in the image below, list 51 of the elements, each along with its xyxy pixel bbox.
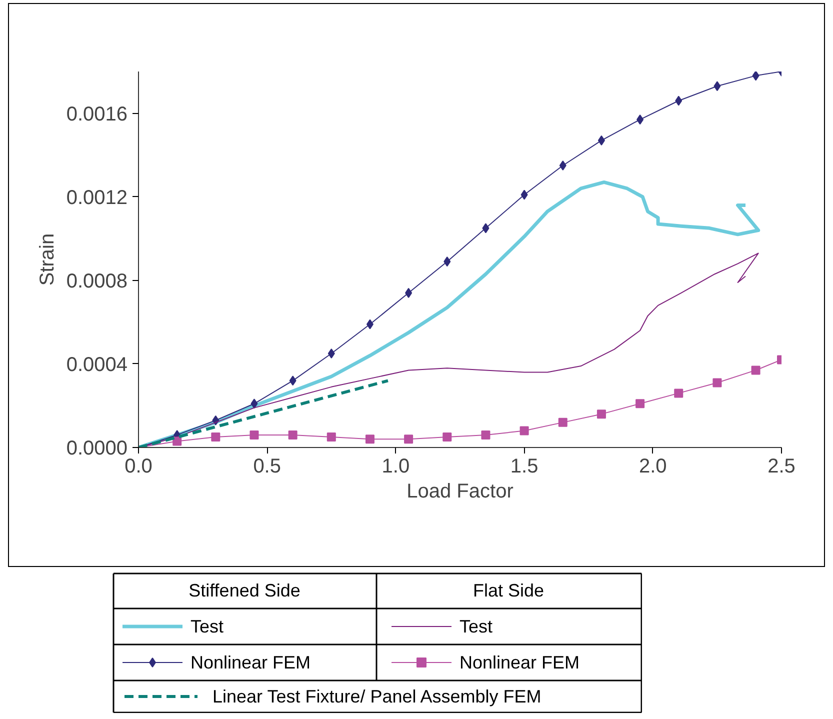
point <box>636 399 645 408</box>
point <box>674 388 684 398</box>
point <box>404 434 414 444</box>
legend-label: Test <box>190 616 224 636</box>
y-axis-title: Strain <box>36 233 58 286</box>
point <box>712 378 722 388</box>
line-series <box>138 180 760 448</box>
y-tick-label: 0.0000 <box>66 438 128 460</box>
point <box>482 223 490 234</box>
legend-label: Linear Test Fixture/ Panel Assembly FEM <box>212 686 542 706</box>
point <box>365 434 374 444</box>
x-tick-label: 0.0 <box>124 456 152 478</box>
text: Stiffened Side <box>188 580 300 600</box>
point <box>675 96 682 106</box>
point <box>172 436 182 446</box>
point <box>596 410 606 419</box>
point <box>636 114 644 125</box>
x-tick-label: 1.0 <box>382 456 410 478</box>
point <box>751 366 760 375</box>
y-tick-label: 0.0012 <box>66 186 128 209</box>
x-axis-title: Load Factor <box>406 480 514 502</box>
point <box>442 432 452 442</box>
point <box>598 135 605 146</box>
x-tick-label: 0.5 <box>253 456 282 478</box>
legend-label: Nonlinear FEM <box>460 652 580 672</box>
point <box>250 398 258 409</box>
y-tick-label: 0.0004 <box>66 354 128 376</box>
point <box>326 432 336 442</box>
point <box>752 72 760 81</box>
point <box>211 432 220 442</box>
point <box>289 376 296 386</box>
point <box>366 319 374 330</box>
point <box>405 288 412 298</box>
legend-label: Nonlinear FEM <box>190 652 311 672</box>
point <box>481 430 490 440</box>
point <box>520 190 528 200</box>
point <box>714 81 721 92</box>
point <box>250 430 259 440</box>
x-tick-label: 2.0 <box>639 456 667 478</box>
x-tick-label: 1.5 <box>510 456 538 478</box>
text: Flat Side <box>472 580 544 600</box>
point <box>288 430 298 440</box>
point <box>444 256 451 267</box>
point <box>558 418 568 427</box>
y-tick-label: 0.0016 <box>66 103 128 126</box>
point <box>559 160 566 170</box>
point <box>328 348 335 358</box>
y-tick-label: 0.0008 <box>66 270 128 292</box>
x-tick-label: 2.5 <box>768 456 796 478</box>
legend-label: Test <box>460 616 493 636</box>
point <box>520 426 529 436</box>
